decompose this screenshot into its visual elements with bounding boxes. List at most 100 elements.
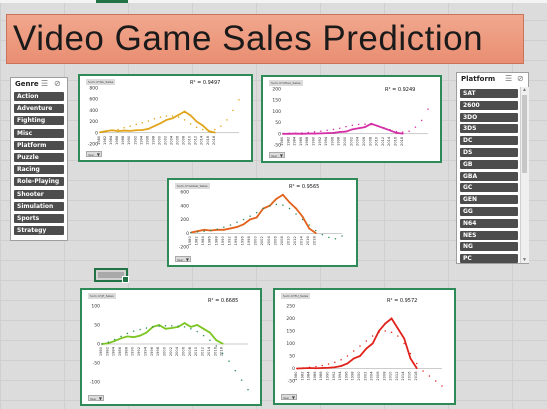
na-sales-chart[interactable]: 800 600 400 200 0 -200 1980 1982 1984 1986 1988 199… xyxy=(78,74,253,162)
series-point xyxy=(120,337,122,340)
chart-field-tag[interactable]: Sum of Other_Sales xyxy=(269,80,303,86)
genre-slicer-item[interactable]: Simulation xyxy=(14,201,64,211)
x-tick-label: 2006 xyxy=(176,135,180,145)
trendline-dot xyxy=(177,325,179,327)
x-tick-label: 2010 xyxy=(375,136,379,146)
chart-field-tag[interactable]: Sum of JP_Sales xyxy=(88,293,116,299)
platform-slicer-item[interactable]: DS xyxy=(460,148,518,157)
year-filter-button[interactable]: Year ▼ xyxy=(86,151,102,157)
x-tick-label: 2016 xyxy=(213,346,217,356)
series-point xyxy=(145,331,148,334)
chart-field-tag[interactable]: Sum of EU_Sales xyxy=(281,293,311,299)
platform-slicer-item[interactable]: NG xyxy=(460,242,518,252)
platform-slicer-item[interactable]: 3DS xyxy=(460,124,518,134)
x-tick-label: 1996 xyxy=(145,135,149,145)
platform-slicer-item[interactable]: DC xyxy=(460,136,518,146)
x-tick-label: 1984 xyxy=(307,371,311,381)
series-point xyxy=(189,326,192,328)
genre-slicer-item[interactable]: Misc xyxy=(14,128,64,138)
y-tick-label: 100 xyxy=(286,341,295,347)
multi-select-icon[interactable]: ☰ xyxy=(41,79,49,88)
trendline-dot xyxy=(190,231,192,234)
genre-slicer-item[interactable]: Sports xyxy=(14,214,64,223)
platform-slicer[interactable]: Platform ☰ ⊘ ▲ ▼ SAT 2600 3DO 3DS DC DS GB GBA G… xyxy=(456,72,529,264)
ribbon-edge xyxy=(0,0,547,3)
selected-cell[interactable] xyxy=(94,268,129,283)
x-tick-label: 1998 xyxy=(351,371,355,381)
platform-slicer-item[interactable]: 3DO xyxy=(460,112,518,122)
scrollbar-thumb[interactable] xyxy=(522,95,527,173)
genre-slicer-item[interactable]: Action xyxy=(14,92,64,101)
genre-slicer[interactable]: Genre ☰ ⊘ Action Adventure Fighting Misc Pla… xyxy=(10,77,68,241)
series-point xyxy=(378,330,380,332)
year-filter-button[interactable]: Year ▼ xyxy=(175,256,191,262)
multi-select-icon[interactable]: ☰ xyxy=(505,74,513,83)
genre-slicer-item[interactable]: Adventure xyxy=(14,104,64,114)
series-point xyxy=(403,337,406,340)
dropdown-arrow-icon: ▼ xyxy=(291,395,295,400)
platform-slicer-item[interactable]: GB xyxy=(460,159,518,169)
x-tick-label: 1984 xyxy=(112,346,116,356)
active-column-marker xyxy=(96,0,128,3)
year-filter-button[interactable]: Year ▼ xyxy=(88,395,104,401)
platform-slicer-scrollbar[interactable]: ▲ ▼ xyxy=(520,87,529,263)
genre-slicer-item[interactable]: Platform xyxy=(14,140,64,150)
platform-slicer-item[interactable]: PC xyxy=(460,254,518,264)
eu-sales-chart[interactable]: 250 200 150 100 50 0 -50 1980 1982 1984 1986 1988 19… xyxy=(273,288,456,405)
platform-slicer-item[interactable]: N64 xyxy=(460,218,518,228)
scroll-up-icon[interactable]: ▲ xyxy=(522,87,527,93)
genre-slicer-item[interactable]: Shooter xyxy=(14,189,64,199)
platform-slicer-item[interactable]: GC xyxy=(460,183,518,193)
series-point xyxy=(333,366,336,369)
cell-fill xyxy=(98,272,124,278)
y-tick-label: 100 xyxy=(91,304,100,310)
platform-slicer-item[interactable]: NES xyxy=(460,230,518,240)
platform-slicer-item[interactable]: GEN xyxy=(460,195,518,205)
year-filter-button[interactable]: Year ▼ xyxy=(269,152,285,158)
genre-slicer-item[interactable]: Puzzle xyxy=(14,153,64,162)
chart-field-tag[interactable]: Sum of Global_Sales xyxy=(175,183,210,189)
platform-slicer-item[interactable]: GG xyxy=(460,207,518,216)
platform-slicer-item[interactable]: SAT xyxy=(460,89,518,98)
trendline-dot xyxy=(346,355,349,357)
x-tick-label: 2004 xyxy=(370,371,374,381)
genre-slicer-item[interactable]: Fighting xyxy=(14,116,64,126)
y-tick-label: 150 xyxy=(272,98,281,104)
clear-filter-icon[interactable]: ⊘ xyxy=(517,74,524,83)
genre-slicer-item[interactable]: Racing xyxy=(14,165,64,175)
other-sales-chart[interactable]: 200 150 100 50 0 -50 1980 1982 1984 1986 1988 1990 1… xyxy=(261,75,442,163)
year-filter-button[interactable]: Year ▼ xyxy=(281,394,297,400)
trendline-dot xyxy=(202,334,205,337)
trendline-dot xyxy=(295,213,297,215)
x-tick-label: 1988 xyxy=(121,135,125,145)
global-sales-chart[interactable]: 600 400 200 0 -200 1980 1982 1984 1986 1988 1990 19… xyxy=(167,178,358,267)
genre-slicer-item[interactable]: Role-Playing xyxy=(14,177,64,187)
series-point xyxy=(249,218,251,221)
y-tick-label: 50 xyxy=(94,323,100,329)
trendline-dot xyxy=(428,375,431,377)
platform-slicer-item[interactable]: 2600 xyxy=(460,100,518,110)
x-tick-label: 1982 xyxy=(286,137,290,146)
x-tick-label: 1994 xyxy=(139,135,143,145)
title-banner[interactable]: Video Game Sales Prediction xyxy=(6,14,524,64)
x-tick-label: 2014 xyxy=(200,135,204,145)
clear-filter-icon[interactable]: ⊘ xyxy=(54,79,61,88)
x-tick-label: 2014 xyxy=(387,136,391,146)
series-point xyxy=(326,132,329,135)
fill-handle[interactable] xyxy=(122,276,129,283)
x-tick-label: 1990 xyxy=(312,136,316,146)
y-tick-label: -200 xyxy=(179,245,189,251)
x-tick-label: 1998 xyxy=(151,135,155,145)
scroll-down-icon[interactable]: ▼ xyxy=(522,257,527,263)
x-tick-label: 2006 xyxy=(273,236,277,246)
jp-sales-chart[interactable]: 100 50 0 -50 -100 1980 1982 1984 1986 1988 1990 199… xyxy=(80,288,262,406)
y-tick-label: 100 xyxy=(272,109,281,115)
series-point xyxy=(327,366,330,369)
genre-slicer-item[interactable]: Strategy xyxy=(14,226,64,236)
chart-field-tag[interactable]: Sum of NA_Sales xyxy=(86,79,116,85)
series-point xyxy=(346,362,349,365)
trendline-dot xyxy=(159,116,162,118)
platform-slicer-item[interactable]: GBA xyxy=(460,171,518,181)
trendline-dot xyxy=(341,235,343,237)
